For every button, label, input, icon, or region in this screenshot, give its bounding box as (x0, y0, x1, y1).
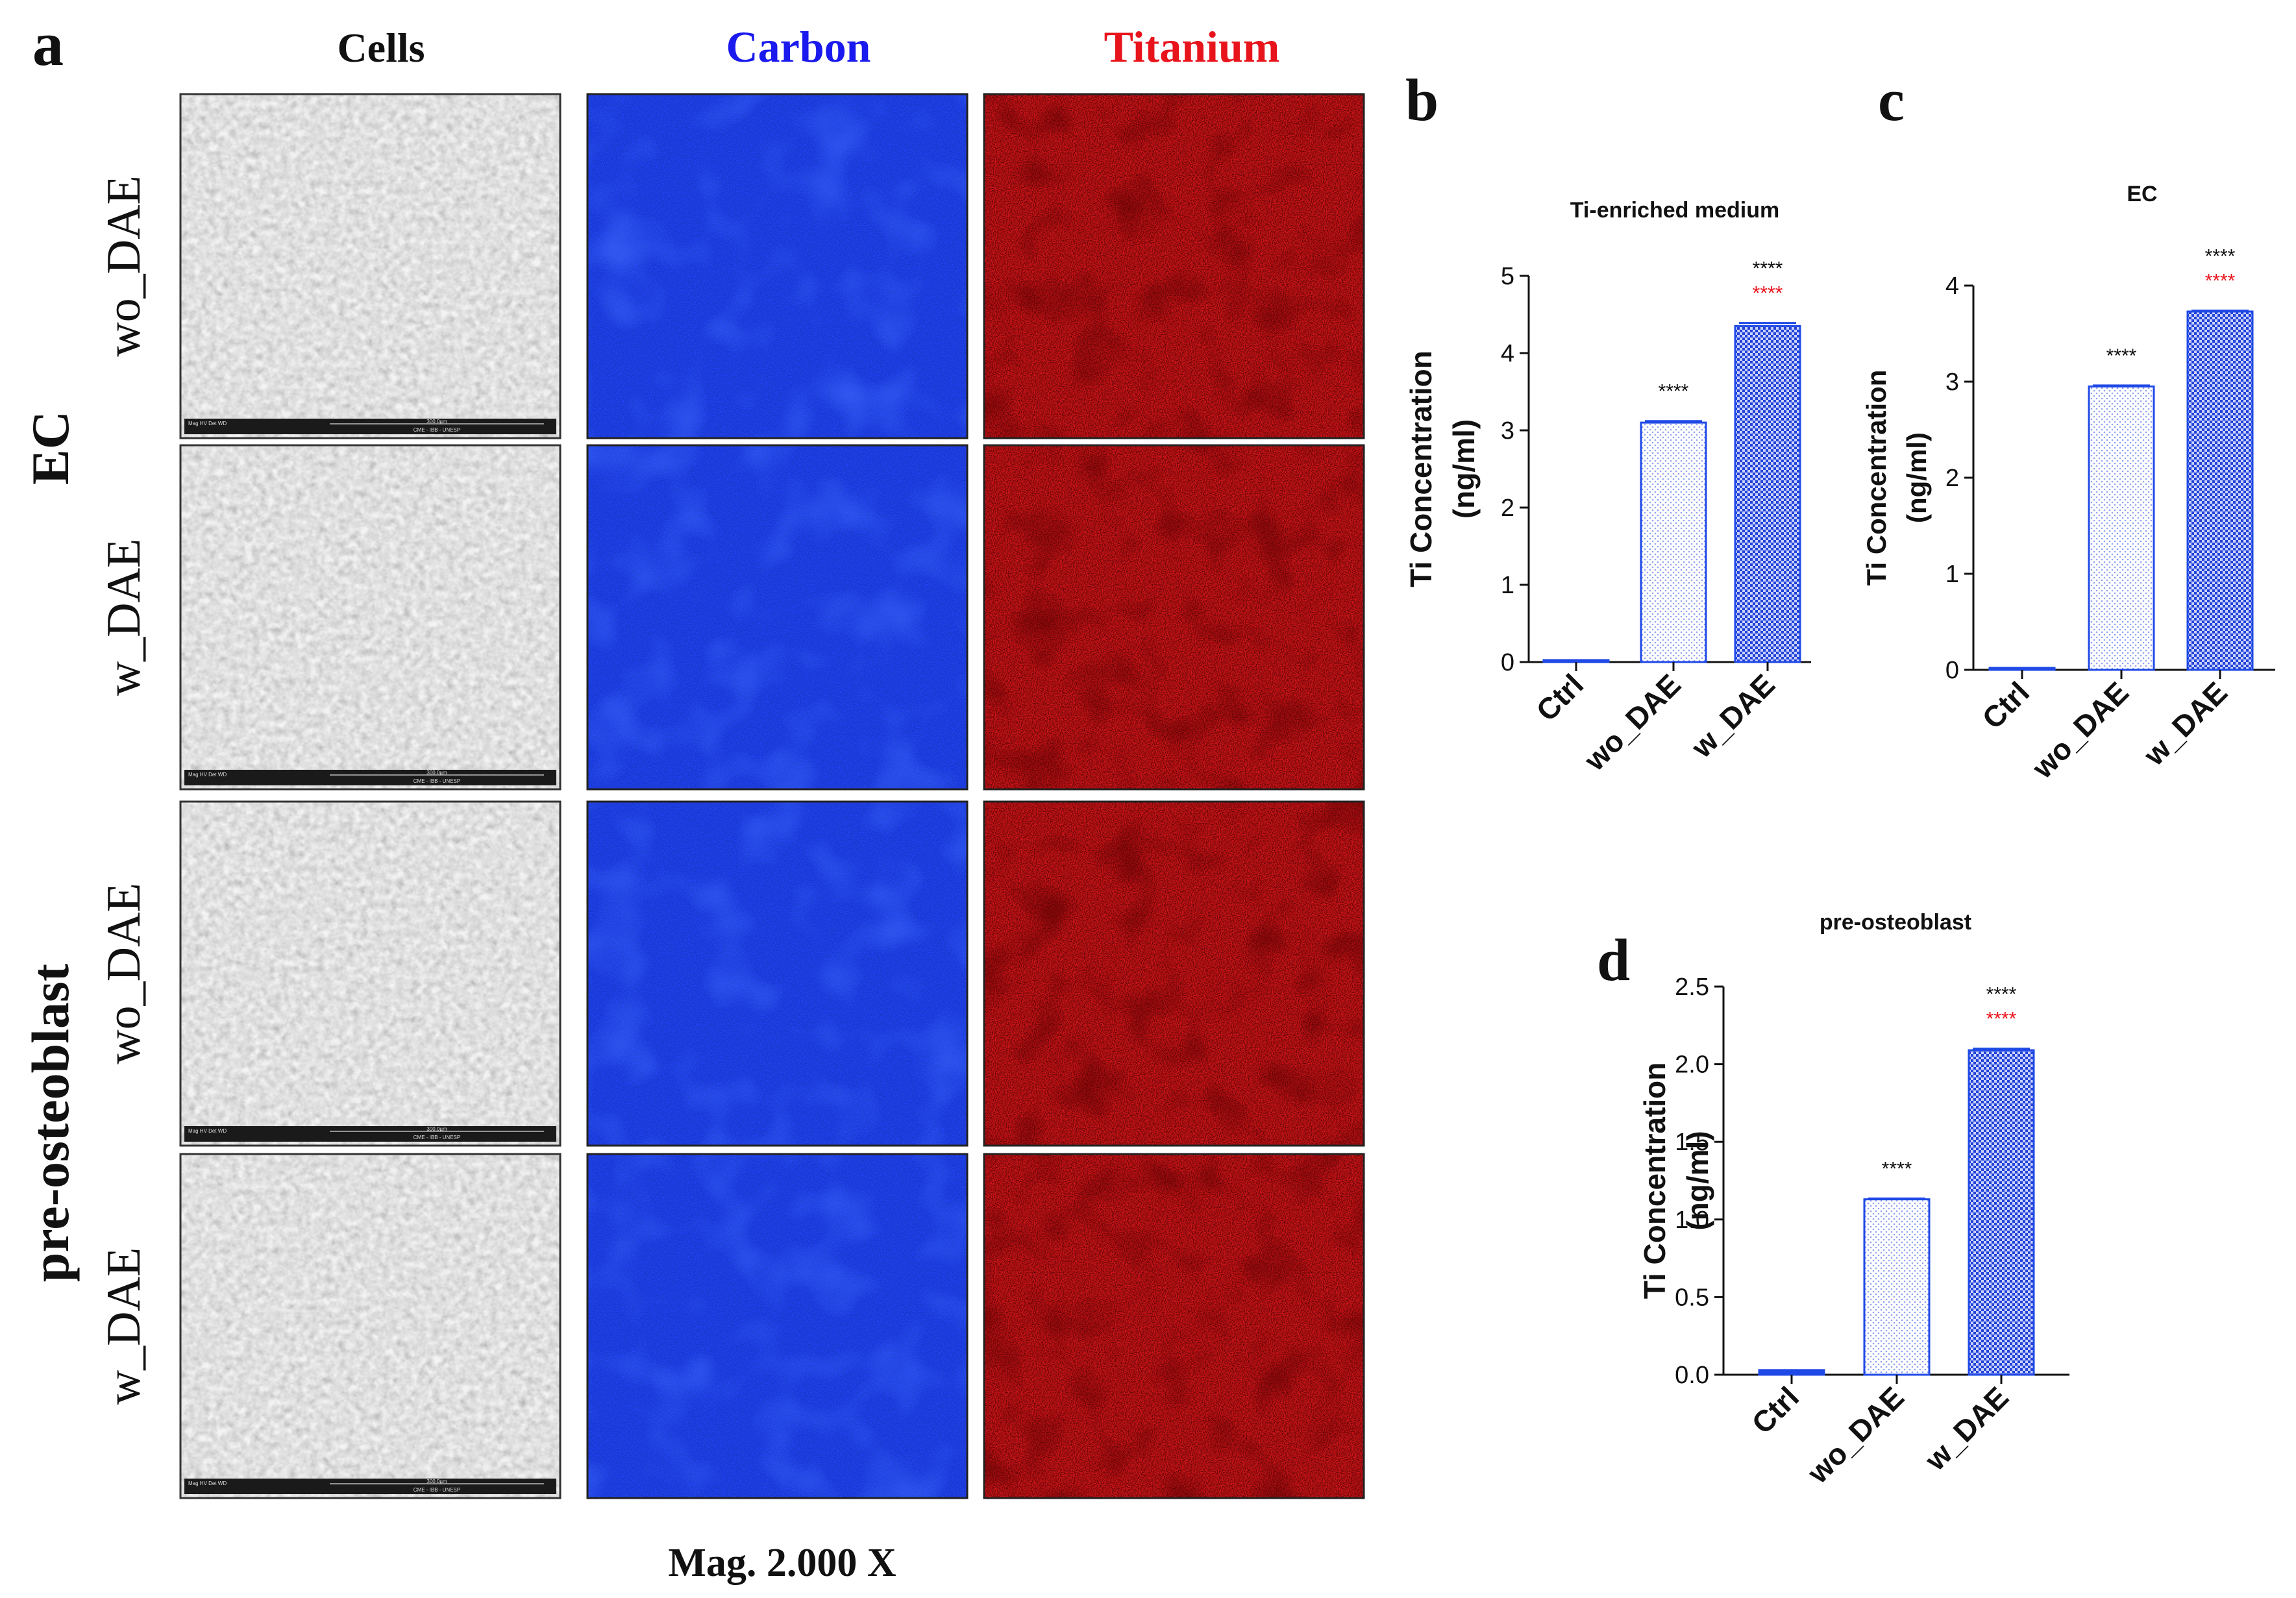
y-tick-label: 1.5 (1675, 1129, 1709, 1156)
carbon-map (586, 93, 969, 439)
significance-black: **** (2106, 345, 2137, 367)
row-label: wo_DAE (97, 883, 151, 1064)
micrograph-grid: wo_DAE w_DAE wo_DAE w_DAE Mag HV Det WD 300.0… (97, 93, 1365, 1499)
sem-scale-label: 300.0µm (426, 1126, 447, 1132)
y-tick-label: 0.5 (1675, 1284, 1709, 1311)
y-tick-label: 3 (1501, 417, 1514, 445)
x-tick-label: w_DAE (1685, 667, 1782, 765)
panel-letter-a: a (32, 9, 64, 79)
chart-title: Ti-enriched medium (1570, 198, 1779, 223)
column-header-cells: Cells (337, 25, 425, 71)
y-tick-label: 2.0 (1675, 1051, 1709, 1079)
bar-wo-dae (2088, 385, 2155, 671)
sem-institution-label: CME - IBB - UNESP (414, 427, 460, 433)
y-tick-label: 0 (1945, 657, 1959, 684)
sem-footer-fields: Mag HV Det WD (188, 772, 227, 778)
titanium-map (983, 1153, 1365, 1499)
panel-a: a Cells Carbon Titanium EC pre-osteoblas… (21, 9, 1365, 1585)
significance-black: **** (1882, 1159, 1912, 1180)
chart-title: EC (2127, 182, 2157, 206)
x-tick-label: wo_DAE (1801, 1380, 1910, 1490)
significance-red: **** (2205, 270, 2236, 291)
y-tick-label: 2 (1945, 465, 1959, 492)
chart-panel-c: c EC Ti Concentration (ng/ml) 0 1 2 3 4 Ctrlwo_DA… (1861, 67, 2275, 785)
y-axis-label: Ti Concentration (1638, 1063, 1672, 1299)
sem-micrograph: Mag HV Det WD 300.0µm CME - IBB - UNESP (179, 444, 562, 791)
sem-micrograph: Mag HV Det WD 300.0µm CME - IBB - UNESP (179, 800, 562, 1147)
significance-black: **** (2205, 245, 2236, 267)
x-tick-label: wo_DAE (1577, 667, 1687, 777)
bar-w-dae (2186, 310, 2254, 671)
panel-letter: b (1405, 67, 1438, 133)
y-tick-label: 1 (1501, 572, 1514, 599)
x-tick-label: Ctrl (1745, 1380, 1805, 1440)
row-label: wo_DAE (97, 175, 151, 357)
y-axis-label: (ng/ml) (1447, 419, 1481, 519)
y-axis-label: Ti Concentration (1404, 350, 1438, 587)
sem-institution-label: CME - IBB - UNESP (414, 778, 460, 784)
sem-footer-fields: Mag HV Det WD (188, 421, 227, 426)
y-tick-label: 0.0 (1675, 1362, 1709, 1389)
y-tick-label: 4 (1945, 273, 1959, 300)
group-label-pre-osteoblast: pre-osteoblast (21, 964, 80, 1282)
panel-letter: d (1597, 927, 1630, 993)
significance-red: **** (1986, 1009, 2017, 1030)
y-tick-label: 0 (1501, 649, 1514, 676)
titanium-map (983, 444, 1365, 791)
carbon-map (586, 800, 969, 1147)
row-label: w_DAE (97, 1248, 151, 1405)
bar-ctrl (1758, 1369, 1825, 1376)
sem-footer-fields: Mag HV Det WD (188, 1128, 227, 1134)
significance-red: **** (1753, 283, 1783, 304)
sem-scale-label: 300.0µm (426, 770, 447, 776)
magnification-label: Mag. 2.000 X (668, 1541, 896, 1585)
titanium-map (983, 93, 1365, 439)
titanium-map (983, 800, 1365, 1147)
y-tick-label: 5 (1501, 263, 1514, 290)
bar-ctrl (1542, 659, 1610, 663)
x-tick-label: Ctrl (1529, 667, 1590, 728)
y-tick-label: 4 (1501, 340, 1514, 367)
sem-scale-label: 300.0µm (426, 1479, 447, 1484)
bar-wo-dae (1640, 421, 1707, 663)
sem-footer-fields: Mag HV Det WD (188, 1481, 227, 1486)
sem-institution-label: CME - IBB - UNESP (414, 1135, 460, 1140)
y-axis-label: (ng/ml) (1681, 1131, 1714, 1230)
bar-wo-dae (1863, 1198, 1931, 1376)
x-tick-label: wo_DAE (2025, 675, 2135, 785)
row-label: w_DAE (97, 539, 151, 696)
sem-micrograph: Mag HV Det WD 300.0µm CME - IBB - UNESP (179, 1153, 562, 1499)
y-tick-label: 2 (1501, 495, 1514, 522)
x-tick-label: w_DAE (2137, 675, 2234, 772)
x-tick-label: Ctrl (1975, 675, 2036, 735)
sem-scale-label: 300.0µm (426, 419, 447, 424)
panel-letter: c (1878, 67, 1905, 133)
carbon-map (586, 444, 969, 791)
x-tick-label: w_DAE (1918, 1380, 2016, 1477)
column-header-carbon: Carbon (726, 22, 871, 71)
significance-black: **** (1986, 984, 2017, 1005)
y-tick-label: 2.5 (1675, 974, 1709, 1001)
y-tick-label: 1 (1945, 561, 1959, 588)
carbon-map (586, 1153, 969, 1499)
chart-title: pre-osteoblast (1820, 910, 1971, 935)
bar-ctrl (1988, 667, 2056, 671)
y-tick-label: 1.0 (1675, 1207, 1709, 1234)
significance-black: **** (1753, 258, 1783, 280)
y-axis-label: Ti Concentration (1861, 370, 1892, 586)
bar-w-dae (1968, 1049, 2035, 1376)
y-tick-label: 3 (1945, 369, 1959, 396)
sem-institution-label: CME - IBB - UNESP (414, 1487, 460, 1493)
column-header-titanium: Titanium (1104, 22, 1280, 71)
chart-panel-d: d pre-osteoblast Ti Concentration (ng/ml) 0.… (1597, 910, 2069, 1490)
chart-panel-b: b Ti-enriched medium Ti Concentration (ng/m… (1404, 67, 1811, 778)
sem-micrograph: Mag HV Det WD 300.0µm CME - IBB - UNESP (179, 93, 562, 439)
bar-w-dae (1734, 325, 1801, 663)
y-axis-label: (ng/ml) (1901, 432, 1932, 523)
significance-black: **** (1659, 381, 1689, 402)
group-label-ec: EC (21, 411, 80, 485)
